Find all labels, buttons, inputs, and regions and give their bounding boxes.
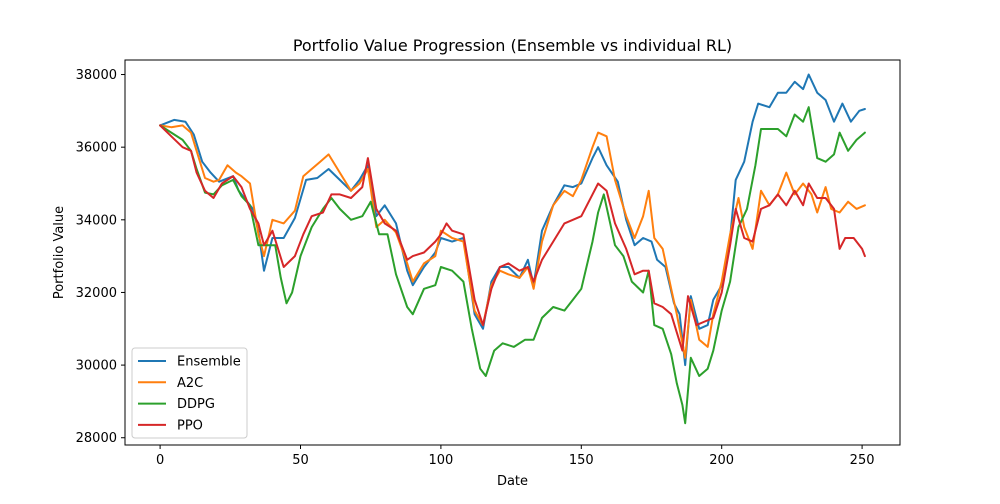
series-line-ppo [159,124,866,352]
legend-label-ddpg: DDPG [177,397,215,412]
x-tick-label: 100 [428,453,453,468]
y-tick-label: 28000 [76,431,117,446]
y-tick-label: 34000 [76,213,117,228]
x-tick-label: 200 [709,453,734,468]
legend-label-ppo: PPO [177,418,203,433]
series-line-ddpg [159,106,866,425]
x-tick-label: 150 [569,453,594,468]
y-tick-label: 32000 [76,286,117,301]
legend: Ensemble A2C DDPG PPO [131,347,248,439]
series-line-ensemble [159,73,866,367]
x-tick-label: 50 [292,453,309,468]
series-lines [159,73,866,425]
x-axis-label: Date [497,474,528,489]
legend-box [131,347,248,439]
x-tick-label: 0 [156,453,164,468]
plot-frame [124,59,901,446]
y-tick-label: 38000 [76,68,117,83]
legend-label-ensemble: Ensemble [177,355,241,370]
legend-label-a2c: A2C [177,376,203,391]
y-tick-label: 36000 [76,141,117,156]
y-tick-label: 30000 [76,359,117,374]
x-axis-ticks: 0 50 100 150 200 250 [156,445,875,468]
y-axis-label: Portfolio Value [52,206,67,299]
plot-area [125,60,900,445]
x-tick-label: 250 [850,453,875,468]
y-axis-ticks: 28000 30000 32000 34000 36000 38000 [76,68,125,446]
chart-title: Portfolio Value Progression (Ensemble vs… [293,36,732,55]
